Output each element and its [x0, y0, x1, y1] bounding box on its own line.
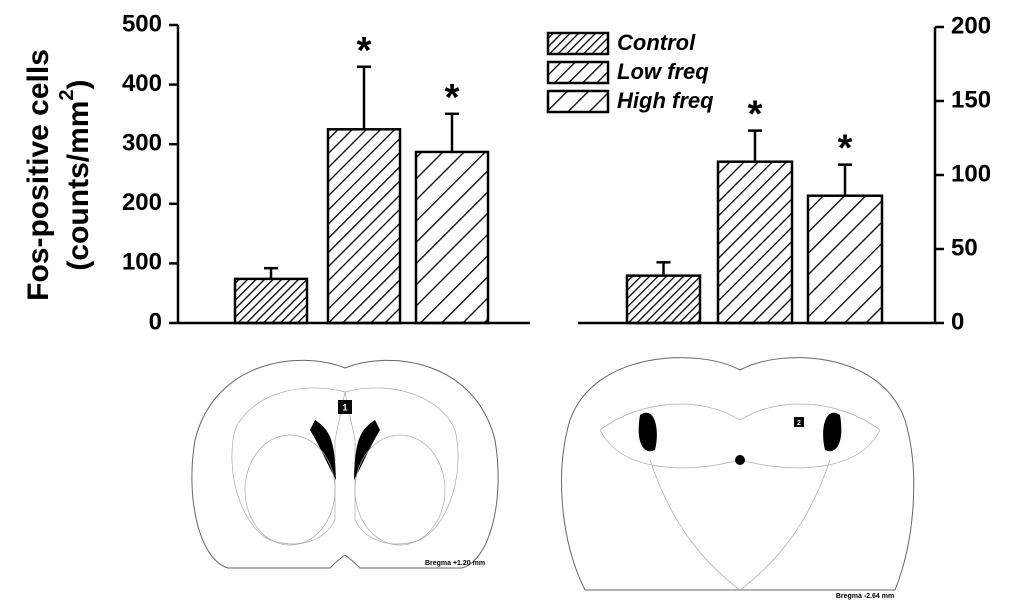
bar — [414, 150, 490, 325]
legend-label: Control — [617, 30, 696, 55]
y-title-close: ) — [62, 79, 95, 89]
y-title-unit: (counts/mm — [62, 101, 95, 271]
y-tick-label: 100 — [122, 249, 162, 276]
y-axis-title: Fos-positive cells (counts/mm2) — [22, 49, 95, 301]
brain-section-2: 2 Bregma -2.64 mm — [561, 357, 915, 600]
y-tick-label: 0 — [149, 308, 162, 335]
significance-marker: * — [445, 77, 460, 119]
bar — [625, 274, 702, 325]
y-tick-label: 400 — [122, 70, 162, 97]
y-tick-label: 200 — [122, 189, 162, 216]
y-tick-label: 300 — [122, 130, 162, 157]
brain-section-1: 1 Bregma +1.20 mm — [191, 359, 499, 569]
legend-swatch — [546, 89, 610, 114]
y-title-line2: (counts/mm2) — [56, 79, 95, 270]
bar — [326, 128, 402, 325]
legend-label: High freq — [617, 88, 714, 113]
section-label: 2 — [797, 420, 801, 427]
y-title-sup: 2 — [56, 89, 78, 100]
significance-marker: * — [357, 30, 372, 72]
y-title-line1: Fos-positive cells — [22, 49, 55, 301]
section-label: 1 — [342, 402, 347, 412]
y-tick-label: 100 — [951, 160, 991, 187]
bar — [716, 160, 794, 325]
significance-marker: * — [838, 128, 853, 170]
legend-swatch — [546, 60, 610, 85]
section-caption: Bregma +1.20 mm — [425, 560, 485, 567]
y-tick-label: 500 — [122, 10, 162, 37]
y-tick-label: 50 — [951, 234, 978, 261]
section-caption: Bregma -2.64 mm — [836, 593, 894, 600]
significance-marker: * — [748, 94, 763, 136]
y-tick-label: 0 — [951, 308, 964, 335]
bar — [806, 194, 884, 325]
y-tick-label: 150 — [951, 86, 991, 113]
y-tick-label: 200 — [951, 12, 991, 39]
legend-label: Low freq — [617, 59, 709, 84]
bar — [233, 277, 309, 325]
legend-swatch — [546, 31, 610, 56]
